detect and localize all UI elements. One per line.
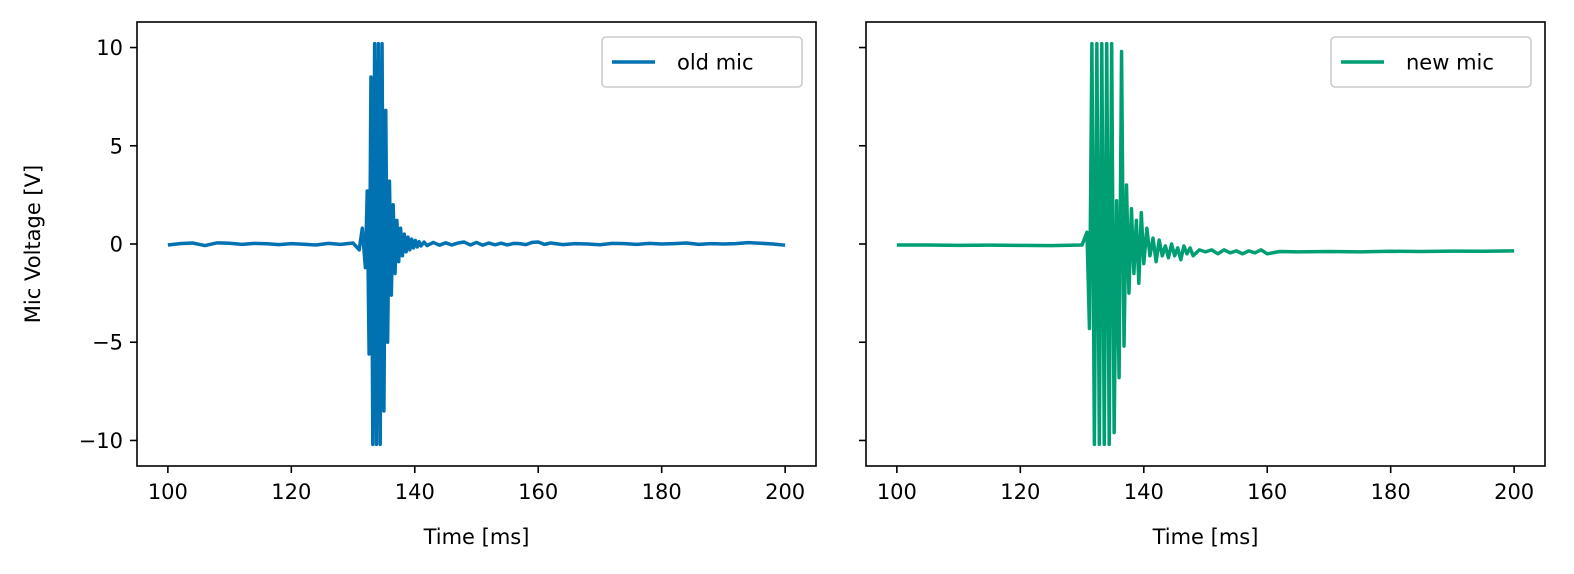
y-tick-label: −10 <box>79 429 123 453</box>
legend-label: new mic <box>1406 51 1494 75</box>
legend: old mic <box>601 36 803 88</box>
y-tick-label: 0 <box>110 233 123 257</box>
panel-new-mic: 100 120 140 160 180 200 Time [ms] new mic <box>859 21 1546 549</box>
x-tick-label: 160 <box>1247 480 1287 504</box>
x-tick-label: 140 <box>1124 480 1164 504</box>
x-tick-label: 140 <box>395 480 435 504</box>
x-tick-label: 180 <box>642 480 682 504</box>
legend-label: old mic <box>677 51 754 75</box>
y-tick-label: 5 <box>110 134 123 158</box>
x-tick-label: 200 <box>1494 480 1534 504</box>
x-tick-label: 100 <box>148 480 188 504</box>
x-tick-label: 200 <box>765 480 805 504</box>
panel-old-mic: 100 120 140 160 180 200 10 5 0 −5 −10 Time [ms] Mic … <box>21 21 817 549</box>
x-tick-label: 120 <box>271 480 311 504</box>
series-line-old-mic <box>167 41 786 447</box>
x-axis-label: Time [ms] <box>423 525 530 549</box>
y-tick-label: −5 <box>92 331 123 355</box>
y-tick-label: 10 <box>96 36 123 60</box>
legend: new mic <box>1330 36 1532 88</box>
x-tick-label: 160 <box>518 480 558 504</box>
series-line-new-mic <box>896 41 1515 447</box>
x-tick-label: 120 <box>1000 480 1040 504</box>
y-axis-label: Mic Voltage [V] <box>21 165 45 323</box>
x-tick-label: 100 <box>877 480 917 504</box>
x-tick-label: 180 <box>1371 480 1411 504</box>
x-axis-label: Time [ms] <box>1152 525 1259 549</box>
